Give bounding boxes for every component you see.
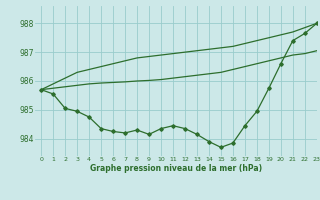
X-axis label: Graphe pression niveau de la mer (hPa): Graphe pression niveau de la mer (hPa): [90, 164, 262, 173]
